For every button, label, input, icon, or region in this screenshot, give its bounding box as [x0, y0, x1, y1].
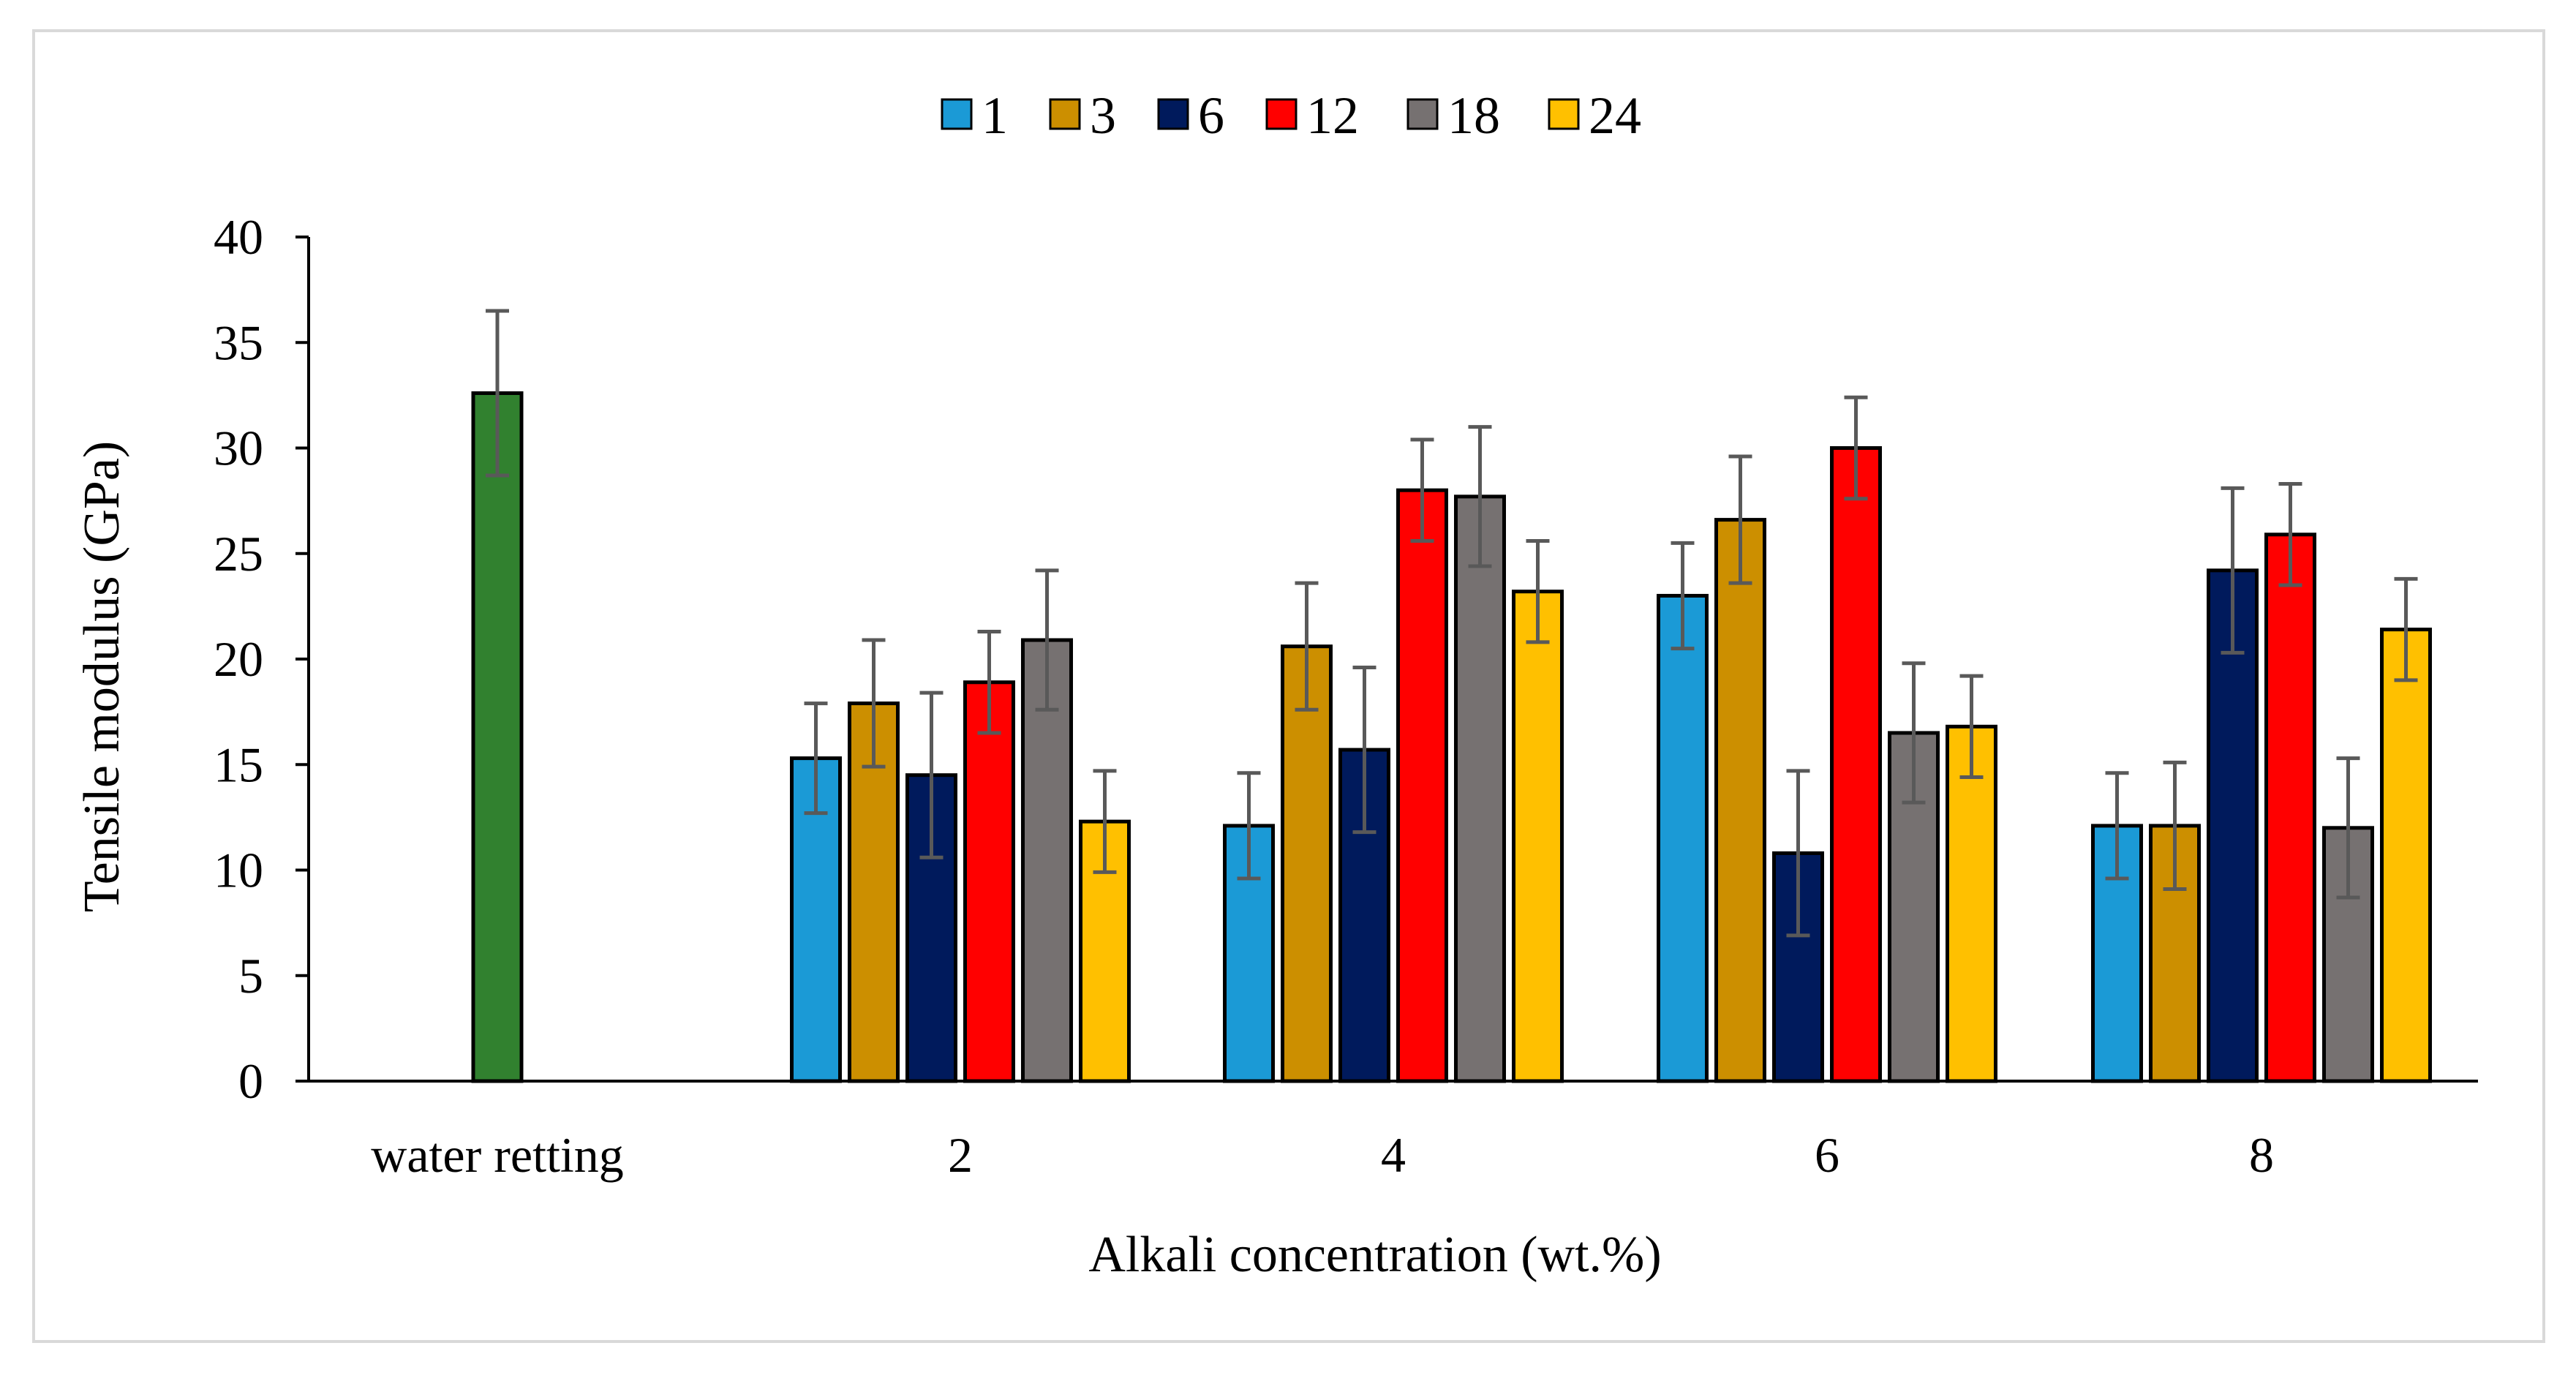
legend-swatch-3: [1049, 98, 1081, 130]
bar-series-18-cat-4: [1454, 494, 1506, 1083]
y-tick-label: 15: [214, 737, 263, 792]
y-tick-label: 30: [214, 421, 263, 476]
error-bars: [486, 309, 2418, 938]
legend-label-1: 1: [982, 86, 1008, 145]
x-tick-label: 6: [1815, 1127, 1839, 1183]
legend: 1 3 6 12 18 24: [941, 86, 1641, 145]
y-tick-label: 35: [214, 315, 263, 370]
y-tick-label: 5: [238, 948, 263, 1004]
y-tick-label: 0: [238, 1053, 263, 1109]
y-tick-label: 20: [214, 631, 263, 687]
bar-series-3-cat-6: [1714, 518, 1766, 1083]
bar-series-12-cat-6: [1830, 446, 1882, 1083]
legend-label-3: 3: [1090, 86, 1116, 145]
x-axis-title: Alkali concentration (wt.%): [1088, 1227, 1661, 1283]
bar-series-1-cat-6: [1657, 593, 1709, 1083]
bar-series-12-cat-4: [1396, 488, 1448, 1083]
bar-series-24-cat-8: [2380, 628, 2432, 1083]
bar-series-6-cat-8: [2207, 568, 2259, 1083]
legend-label-6: 6: [1198, 86, 1224, 145]
x-tick-label: 2: [948, 1127, 973, 1183]
x-tick-label: 8: [2249, 1127, 2274, 1183]
y-tick-label: 40: [214, 209, 263, 265]
y-tick-label: 25: [214, 526, 263, 582]
legend-swatch-1: [941, 98, 973, 130]
x-axis: water retting 2 4 6 8: [309, 1080, 2478, 1183]
y-axis-title: Tensile modulus (GPa): [74, 441, 130, 912]
bar-series-24-cat-6: [1946, 724, 1997, 1083]
legend-label-18: 18: [1447, 86, 1500, 145]
legend-swatch-6: [1157, 98, 1189, 130]
legend-swatch-18: [1406, 98, 1439, 130]
x-tick-label: 4: [1381, 1127, 1406, 1183]
bar-series-12-cat-8: [2264, 533, 2316, 1083]
bar-water-retting: [471, 391, 524, 1083]
bars: [471, 391, 2432, 1083]
legend-label-24: 24: [1589, 86, 1641, 145]
legend-label-12: 12: [1306, 86, 1359, 145]
y-tick-label: 10: [214, 843, 263, 898]
x-tick-label: water retting: [371, 1127, 624, 1183]
legend-swatch-24: [1548, 98, 1580, 130]
bar-series-24-cat-4: [1512, 590, 1564, 1083]
y-axis: 0 5 10 15 20 25 30 35 40: [214, 209, 310, 1109]
bar-series-12-cat-2: [963, 680, 1015, 1083]
legend-swatch-12: [1265, 98, 1298, 130]
bar-series-3-cat-4: [1281, 644, 1333, 1083]
